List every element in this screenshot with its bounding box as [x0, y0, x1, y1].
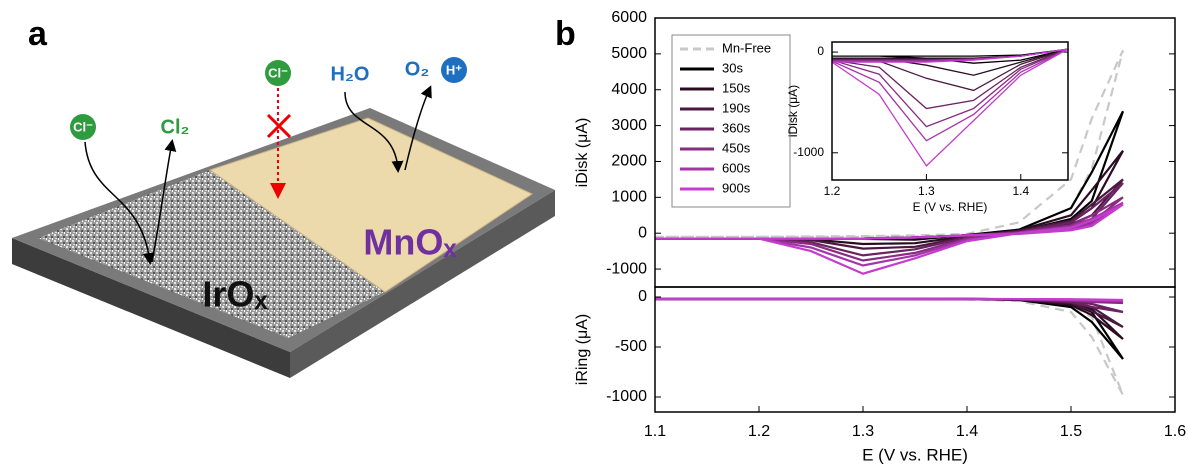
ion-circle	[265, 60, 291, 86]
slab-side	[12, 238, 290, 378]
legend-box	[671, 34, 791, 208]
legend-label: 600s	[722, 160, 751, 175]
y-tick-label: 0	[638, 288, 647, 305]
y-tick-label: 4000	[611, 81, 647, 98]
x-tick-label: 1.4	[1012, 184, 1029, 198]
product-label: Cl₂	[161, 116, 190, 138]
y-tick-label: -500	[615, 338, 647, 355]
y-axis-label: iDisk (μA)	[574, 118, 591, 188]
series-line	[655, 297, 1124, 360]
x-tick-label: 1.2	[824, 184, 841, 198]
x-tick-label: 1.1	[644, 423, 666, 440]
iro-layer	[38, 170, 385, 338]
y-tick-label: 0	[638, 224, 647, 241]
y-tick-label: 2000	[611, 153, 647, 170]
x-axis-label: E (V vs. RHE)	[913, 200, 988, 214]
mno-layer	[208, 117, 534, 293]
ion-circle	[70, 114, 96, 140]
product-label: O₂	[405, 58, 429, 80]
x-axis-label: E (V vs. RHE)	[862, 445, 968, 464]
y-tick-label: 6000	[611, 9, 647, 26]
legend-label: Mn-Free	[722, 40, 771, 55]
legend-label: 900s	[722, 180, 751, 195]
legend-label: 360s	[722, 120, 751, 135]
y-tick-label: 0	[817, 44, 824, 58]
legend-label: 190s	[722, 100, 751, 115]
series-line	[655, 297, 1125, 396]
ion-label: Cl⁻	[73, 119, 93, 134]
legend-label: 150s	[722, 80, 751, 95]
diagram: a Cl⁻ Cl₂ Cl⁻ H₂O O₂ H⁺ IrOₓ MnOₓ Glassy…	[12, 15, 555, 378]
x-tick-label: 1.3	[852, 423, 874, 440]
y-axis-label: iDisk (μA)	[786, 85, 800, 137]
panel-label: b	[555, 15, 576, 53]
arrow	[404, 85, 432, 171]
arrow	[151, 139, 177, 263]
y-tick-label: 1000	[611, 189, 647, 206]
inset-background	[832, 42, 1068, 180]
series-line	[655, 297, 1124, 302]
y-tick-label: -1000	[793, 145, 824, 159]
ion-label: H⁺	[446, 62, 462, 77]
y-tick-label: 5000	[611, 45, 647, 62]
x-tick-label: 1.5	[1060, 423, 1082, 440]
plot-frame	[654, 286, 1176, 413]
y-tick-label: -1000	[606, 260, 647, 277]
iro-label: IrOₓ	[202, 274, 268, 315]
panel-label: a	[28, 15, 48, 53]
legend-label: 450s	[722, 140, 751, 155]
ion-label: Cl⁻	[268, 65, 288, 80]
reactant-label: H₂O	[331, 63, 370, 85]
series-line	[655, 49, 1125, 238]
ion-circle	[441, 57, 467, 83]
arrow	[84, 141, 155, 265]
x-tick-label: 1.3	[918, 184, 935, 198]
slab-side	[290, 190, 555, 378]
y-axis-label: iRing (μA)	[574, 314, 591, 385]
legend-label: 30s	[722, 60, 743, 75]
cross	[266, 113, 292, 139]
mno-label: MnOₓ	[363, 222, 457, 263]
plot-frame	[831, 41, 1069, 181]
x-tick-label: 1.2	[748, 423, 770, 440]
series-line	[655, 203, 1124, 275]
y-tick-label: -1000	[606, 388, 647, 405]
x-tick-label: 1.4	[956, 423, 978, 440]
y-tick-label: 3000	[611, 117, 647, 134]
arrow	[344, 91, 404, 173]
x-tick-label: 1.6	[1164, 423, 1186, 440]
